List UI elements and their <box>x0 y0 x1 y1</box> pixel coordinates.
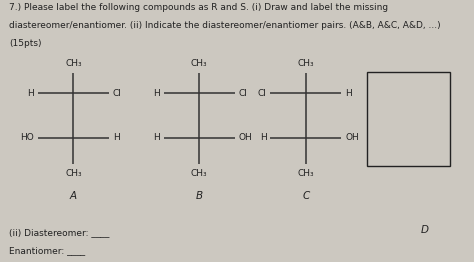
Text: H: H <box>345 89 352 97</box>
Text: (15pts): (15pts) <box>9 39 42 48</box>
Text: CH₃: CH₃ <box>191 169 208 178</box>
Text: C: C <box>302 191 310 201</box>
Text: OH: OH <box>345 133 359 142</box>
Text: Cl: Cl <box>113 89 122 97</box>
Text: B: B <box>195 191 203 201</box>
Text: CH₃: CH₃ <box>65 169 82 178</box>
Text: H: H <box>260 133 266 142</box>
Text: D: D <box>420 225 428 235</box>
Text: CH₃: CH₃ <box>297 59 314 68</box>
Text: H: H <box>27 89 34 97</box>
Bar <box>367 72 450 166</box>
Text: Cl: Cl <box>257 89 266 97</box>
Text: 7.) Please label the following compounds as R and S. (i) Draw and label the miss: 7.) Please label the following compounds… <box>9 3 389 12</box>
Text: H: H <box>153 89 160 97</box>
Text: H: H <box>153 133 160 142</box>
Text: HO: HO <box>20 133 34 142</box>
Text: OH: OH <box>238 133 252 142</box>
Text: (ii) Diastereomer: ____: (ii) Diastereomer: ____ <box>9 228 110 237</box>
Text: CH₃: CH₃ <box>65 59 82 68</box>
Text: Cl: Cl <box>238 89 247 97</box>
Text: CH₃: CH₃ <box>191 59 208 68</box>
Text: H: H <box>113 133 119 142</box>
Text: diastereomer/enantiomer. (ii) Indicate the diastereomer/enantiomer pairs. (A&B, : diastereomer/enantiomer. (ii) Indicate t… <box>9 21 441 30</box>
Text: A: A <box>70 191 77 201</box>
Text: Enantiomer: ____: Enantiomer: ____ <box>9 246 86 255</box>
Text: CH₃: CH₃ <box>297 169 314 178</box>
